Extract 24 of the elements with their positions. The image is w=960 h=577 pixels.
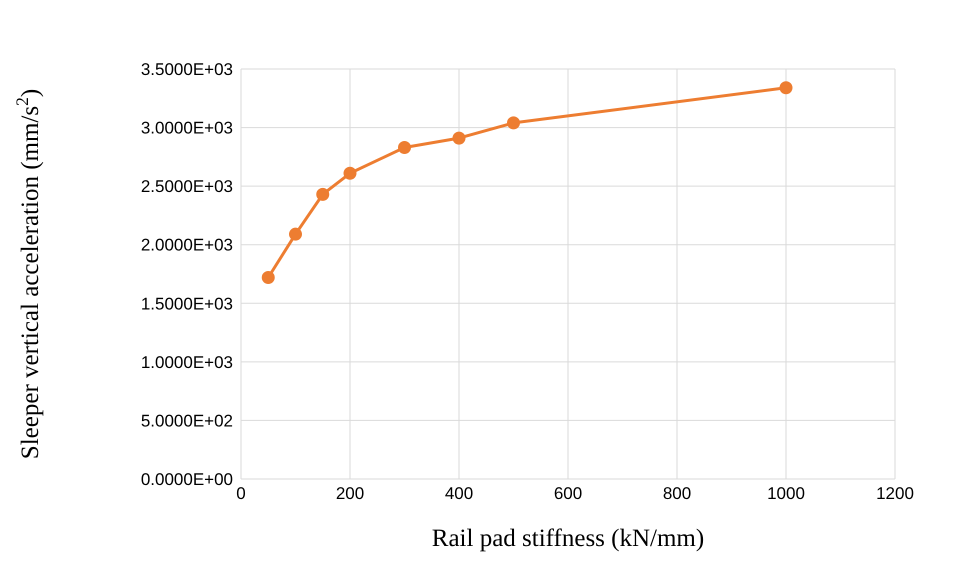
x-tick-label: 1000	[767, 484, 805, 504]
y-tick-label: 1.0000E+03	[140, 352, 233, 372]
point	[507, 116, 520, 130]
x-tick-label: 1200	[876, 484, 914, 504]
y-tick-label: 2.5000E+03	[140, 177, 233, 196]
y-tick-label: 0.0000E+00	[140, 470, 233, 490]
y-tick-label: 3.5000E+03	[140, 60, 233, 80]
point	[289, 228, 302, 241]
point	[262, 271, 275, 284]
x-tick-label: 800	[662, 484, 692, 504]
point	[316, 188, 330, 201]
x-tick-label: 400	[444, 484, 474, 504]
y-tick-label: 1.5000E+03	[140, 294, 233, 314]
point	[780, 81, 792, 94]
x-tick-label: 600	[554, 484, 582, 504]
point	[452, 132, 466, 145]
x-tick-label: 200	[336, 484, 364, 504]
y-tick-label: 3.0000E+03	[140, 118, 233, 138]
x-axis-title: Rail pad stiffness (kN/mm)	[432, 525, 704, 552]
y-tick-label: 2.0000E+03	[140, 236, 233, 255]
point	[344, 166, 356, 180]
point	[398, 140, 411, 154]
y-tick-label: 5.0000E+02	[140, 411, 233, 430]
x-tick-label: 0	[236, 484, 246, 504]
